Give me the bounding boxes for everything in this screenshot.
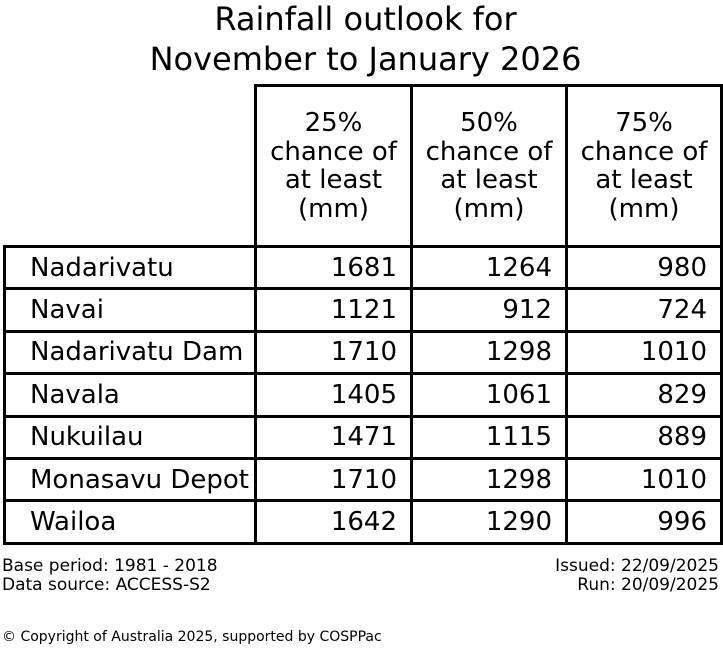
footer-right: Issued: 22/09/2025 Run: 20/09/2025 — [555, 557, 719, 594]
value-cell: 1298 — [410, 456, 568, 503]
table-row-wailoa: Wailoa 1642 1290 996 — [3, 499, 723, 545]
value-cell: 1010 — [565, 456, 723, 503]
row-label: Nadarivatu Dam — [3, 329, 257, 376]
rainfall-outlook-table: 25% chance of at least (mm) 50% chance o… — [3, 84, 723, 545]
value-cell: 1642 — [254, 499, 413, 545]
value-cell: 1710 — [254, 456, 413, 503]
base-period-text: Base period: 1981 - 2018 — [2, 556, 218, 576]
corner-cell — [5, 86, 256, 247]
value-cell: 996 — [565, 499, 723, 545]
run-date-text: Run: 20/09/2025 — [577, 574, 719, 595]
table-row-nukuilau: Nukuilau 1471 1115 889 — [3, 414, 723, 460]
table-row-navai: Navai 1121 912 724 — [3, 287, 723, 333]
value-cell: 1471 — [254, 414, 413, 460]
value-cell: 1710 — [254, 329, 413, 376]
header-row: 25% chance of at least (mm) 50% chance o… — [5, 84, 723, 248]
table-row-navala: Navala 1405 1061 829 — [3, 372, 723, 418]
value-cell: 829 — [565, 372, 723, 418]
value-cell: 1010 — [565, 329, 723, 376]
value-cell: 724 — [565, 287, 723, 333]
copyright-text: © Copyright of Australia 2025, supported… — [2, 629, 382, 645]
column-header-25pct: 25% chance of at least (mm) — [254, 84, 413, 248]
value-cell: 912 — [410, 287, 568, 333]
row-label: Nukuilau — [3, 414, 257, 460]
row-label: Wailoa — [3, 499, 257, 545]
title-line-2: November to January 2026 — [149, 40, 582, 78]
issued-date-text: Issued: 22/09/2025 — [555, 556, 719, 576]
value-cell: 1264 — [410, 244, 568, 291]
value-cell: 1290 — [410, 499, 568, 545]
column-header-50pct: 50% chance of at least (mm) — [410, 84, 568, 248]
table-row-nadarivatu-dam: Nadarivatu Dam 1710 1298 1010 — [3, 329, 723, 376]
value-cell: 1298 — [410, 329, 568, 376]
column-header-75pct: 75% chance of at least (mm) — [565, 84, 723, 248]
value-cell: 1115 — [410, 414, 568, 460]
data-source-text: Data source: ACCESS-S2 — [2, 574, 211, 595]
value-cell: 1681 — [254, 244, 413, 291]
value-cell: 980 — [565, 244, 723, 291]
table-row-nadarivatu: Nadarivatu 1681 1264 980 — [3, 244, 723, 291]
page-title: Rainfall outlook for November to January… — [8, 0, 723, 79]
title-line-1: Rainfall outlook for — [214, 0, 517, 38]
row-label: Monasavu Depot — [3, 456, 257, 503]
value-cell: 889 — [565, 414, 723, 460]
value-cell: 1061 — [410, 372, 568, 418]
table-row-monasavu-depot: Monasavu Depot 1710 1298 1010 — [3, 456, 723, 503]
row-label: Nadarivatu — [3, 244, 257, 291]
footer-left: Base period: 1981 - 2018 Data source: AC… — [2, 557, 218, 594]
value-cell: 1405 — [254, 372, 413, 418]
value-cell: 1121 — [254, 287, 413, 333]
row-label: Navala — [3, 372, 257, 418]
row-label: Navai — [3, 287, 257, 333]
